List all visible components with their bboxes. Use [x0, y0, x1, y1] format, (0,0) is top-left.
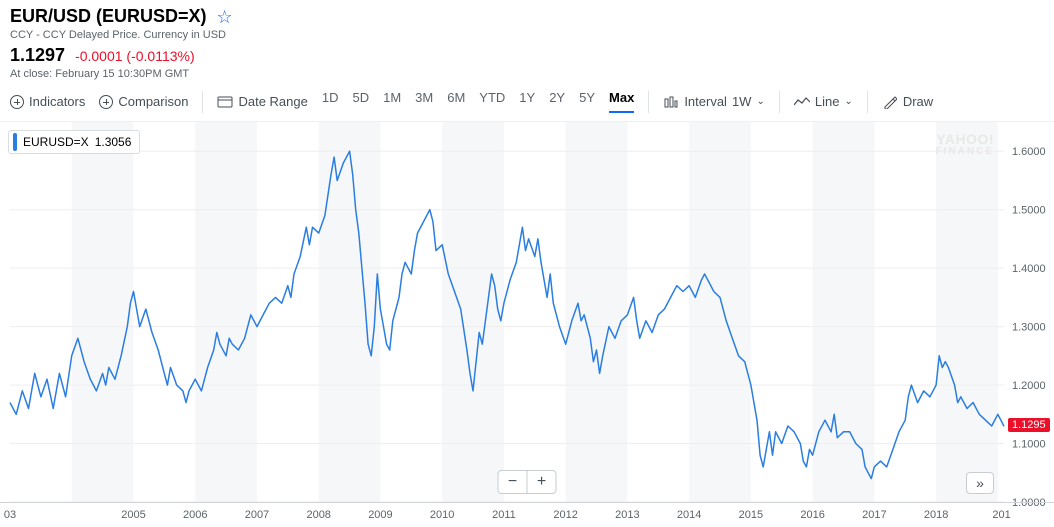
zoom-in-button[interactable]: + — [527, 471, 556, 493]
interval-label: Interval — [684, 94, 727, 109]
chart-toolbar: Indicators Comparison Date Range 1D 5D 1M 3… — [0, 84, 1054, 122]
chart-type-label: Line — [815, 94, 840, 109]
last-price-tag: 1.1295 — [1008, 418, 1050, 432]
favorite-star-icon[interactable]: ☆ — [217, 8, 233, 26]
zoom-out-button[interactable]: − — [499, 471, 527, 493]
svg-text:1.3000: 1.3000 — [1012, 322, 1046, 334]
range-2y[interactable]: 2Y — [549, 90, 565, 113]
svg-text:201: 201 — [992, 509, 1010, 521]
toolbar-separator — [648, 91, 649, 113]
page-header: EUR/USD (EURUSD=X) ☆ CCY - CCY Delayed P… — [0, 0, 1054, 84]
indicators-label: Indicators — [29, 94, 85, 109]
interval-icon — [663, 96, 679, 108]
toolbar-separator — [779, 91, 780, 113]
draw-button[interactable]: Draw — [882, 94, 933, 109]
svg-text:2013: 2013 — [615, 509, 639, 521]
toolbar-separator — [202, 91, 203, 113]
interval-value: 1W — [732, 94, 752, 109]
pencil-icon — [882, 96, 898, 108]
hover-symbol: EURUSD=X — [23, 135, 89, 149]
svg-text:2008: 2008 — [306, 509, 330, 521]
plus-icon — [10, 95, 24, 109]
market-subtitle: CCY - CCY Delayed Price. Currency in USD — [10, 29, 1044, 41]
last-price: 1.1297 — [10, 45, 65, 66]
comparison-button[interactable]: Comparison — [99, 94, 188, 109]
range-1y[interactable]: 1Y — [519, 90, 535, 113]
svg-text:2014: 2014 — [677, 509, 701, 521]
svg-text:2012: 2012 — [553, 509, 577, 521]
watermark-line1: YAHOO! — [936, 132, 994, 147]
svg-text:2007: 2007 — [245, 509, 269, 521]
line-chart-icon — [794, 96, 810, 108]
last-price-tag-value: 1.1295 — [1012, 419, 1046, 431]
range-5d[interactable]: 5D — [352, 90, 369, 113]
svg-text:2018: 2018 — [924, 509, 948, 521]
svg-text:2005: 2005 — [121, 509, 145, 521]
svg-text:2006: 2006 — [183, 509, 207, 521]
price-chart-svg: 1.00001.10001.20001.30001.40001.50001.60… — [0, 122, 1054, 522]
range-ytd[interactable]: YTD — [479, 90, 505, 113]
calendar-icon — [217, 96, 233, 108]
svg-text:03: 03 — [4, 509, 16, 521]
draw-label: Draw — [903, 94, 933, 109]
svg-text:2010: 2010 — [430, 509, 454, 521]
svg-text:2017: 2017 — [862, 509, 886, 521]
interval-button[interactable]: Interval 1W ⌄ — [663, 94, 765, 109]
svg-text:1.5000: 1.5000 — [1012, 205, 1046, 217]
range-1d[interactable]: 1D — [322, 90, 339, 113]
hover-tooltip: EURUSD=X 1.3056 — [8, 130, 140, 154]
yahoo-watermark: YAHOO! FINANCE — [936, 132, 994, 157]
date-range-button[interactable]: Date Range — [217, 94, 307, 109]
zoom-controls: − + — [498, 470, 557, 494]
range-1m[interactable]: 1M — [383, 90, 401, 113]
toolbar-separator — [867, 91, 868, 113]
hover-value: 1.3056 — [95, 135, 132, 149]
indicators-button[interactable]: Indicators — [10, 94, 85, 109]
svg-text:2016: 2016 — [800, 509, 824, 521]
svg-text:2009: 2009 — [368, 509, 392, 521]
plus-icon — [99, 95, 113, 109]
svg-text:2015: 2015 — [739, 509, 763, 521]
svg-text:1.6000: 1.6000 — [1012, 146, 1046, 158]
range-6m[interactable]: 6M — [447, 90, 465, 113]
comparison-label: Comparison — [118, 94, 188, 109]
date-range-label: Date Range — [238, 94, 307, 109]
svg-text:1.2000: 1.2000 — [1012, 380, 1046, 392]
svg-text:2011: 2011 — [492, 509, 516, 521]
range-5y[interactable]: 5Y — [579, 90, 595, 113]
close-time: At close: February 15 10:30PM GMT — [10, 68, 1044, 80]
range-max[interactable]: Max — [609, 90, 634, 113]
chart-area[interactable]: 1.00001.10001.20001.30001.40001.50001.60… — [0, 122, 1054, 522]
scroll-right-button[interactable]: » — [966, 472, 994, 494]
svg-text:1.1000: 1.1000 — [1012, 439, 1046, 451]
range-3m[interactable]: 3M — [415, 90, 433, 113]
chevron-down-icon: ⌄ — [844, 96, 852, 107]
svg-text:1.4000: 1.4000 — [1012, 263, 1046, 275]
chart-type-button[interactable]: Line ⌄ — [794, 94, 853, 109]
price-change: -0.0001 (-0.0113%) — [75, 48, 195, 64]
chevron-down-icon: ⌄ — [756, 96, 764, 107]
symbol-title: EUR/USD (EURUSD=X) — [10, 6, 207, 27]
range-selector: 1D 5D 1M 3M 6M YTD 1Y 2Y 5Y Max — [322, 90, 634, 113]
watermark-line2: FINANCE — [936, 147, 994, 158]
series-color-swatch — [13, 133, 17, 151]
